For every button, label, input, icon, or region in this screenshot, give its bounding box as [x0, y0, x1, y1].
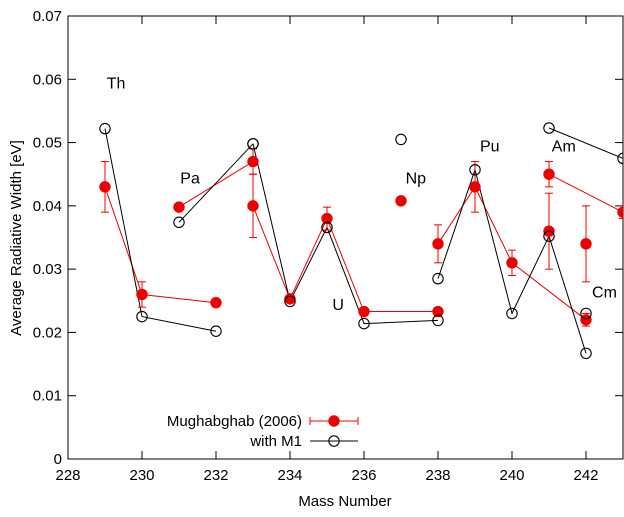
data-point: [247, 155, 259, 168]
y-axis-title: Average Radiative Width [eV]: [8, 140, 25, 336]
y-tick-label: 0: [54, 451, 62, 468]
data-point: [506, 257, 518, 269]
data-point: [173, 201, 185, 213]
y-tick-label: 0.02: [33, 324, 62, 341]
plot-frame: [67, 15, 624, 460]
data-point: [580, 314, 592, 326]
legend-marker: [328, 435, 340, 447]
y-tick-label: 0.03: [33, 261, 62, 278]
x-tick-label: 232: [203, 467, 228, 484]
series-line: [437, 185, 587, 321]
element-label: Pa: [180, 170, 200, 187]
data-point: [358, 317, 370, 330]
data-point: [395, 195, 407, 207]
data-point: [358, 305, 370, 318]
data-point: [469, 181, 481, 193]
x-tick-label: 240: [499, 467, 524, 484]
data-point: [432, 314, 444, 327]
data-point: [617, 152, 623, 165]
y-tick-label: 0.01: [33, 388, 62, 405]
x-tick-label: 242: [573, 467, 598, 484]
element-label: Np: [406, 170, 427, 187]
data-point: [580, 307, 592, 320]
x-tick-label: 236: [351, 467, 376, 484]
data-point: [432, 272, 444, 285]
x-axis-title: Mass Number: [298, 493, 391, 510]
data-point: [321, 212, 333, 225]
data-point: [617, 206, 623, 218]
data-point: [173, 216, 185, 229]
data-point: [99, 122, 111, 135]
x-tick-label: 228: [55, 467, 80, 484]
data-point: [321, 221, 333, 234]
data-point: [395, 133, 407, 146]
data-point: [136, 288, 148, 301]
data-point: [432, 238, 444, 250]
legend-label: with M1: [249, 433, 302, 450]
element-label: Cm: [592, 284, 617, 301]
y-tick-label: 0.04: [33, 198, 62, 215]
data-point: [580, 238, 592, 250]
series-line: [178, 161, 254, 208]
series-line: [548, 173, 623, 213]
data-point: [284, 295, 296, 308]
element-label: Am: [552, 139, 576, 156]
data-point: [432, 305, 444, 318]
x-tick-label: 230: [129, 467, 154, 484]
data-point: [210, 325, 222, 337]
data-point: [284, 293, 296, 305]
x-tick-label: 238: [425, 467, 450, 484]
element-label: Th: [107, 75, 126, 92]
legend-marker: [328, 415, 340, 427]
data-point: [469, 164, 481, 176]
element-labels-layer: Th Pa U Np Pu Am Cm: [107, 75, 617, 314]
data-point: [247, 138, 259, 150]
series-line: [104, 186, 217, 304]
y-tick-label: 0.07: [33, 8, 62, 25]
series-line: [437, 168, 587, 354]
data-point: [543, 230, 555, 242]
legend: Mughabghab (2006) with M1: [167, 413, 359, 450]
series-line: [548, 127, 623, 159]
markers-layer: [99, 122, 623, 360]
element-label: U: [332, 297, 344, 314]
data-point: [210, 296, 222, 309]
data-point: [580, 347, 592, 360]
data-point: [543, 122, 555, 134]
series-line: [178, 143, 254, 223]
data-point: [247, 200, 259, 212]
y-tick-label: 0.06: [33, 71, 62, 88]
x-tick-label: 234: [277, 467, 302, 484]
legend-label: Mughabghab (2006): [167, 413, 302, 430]
axes-layer: 228 230 232 234 236 238 240 242 0 0.01 0.02 0.03 0.0…: [33, 8, 624, 484]
data-point: [136, 310, 148, 323]
data-point: [543, 168, 555, 180]
data-point: [99, 181, 111, 193]
series-line: [104, 128, 217, 332]
y-tick-label: 0.05: [33, 135, 62, 152]
series-line: [252, 205, 438, 312]
element-label: Pu: [480, 139, 500, 156]
data-point: [506, 307, 518, 320]
